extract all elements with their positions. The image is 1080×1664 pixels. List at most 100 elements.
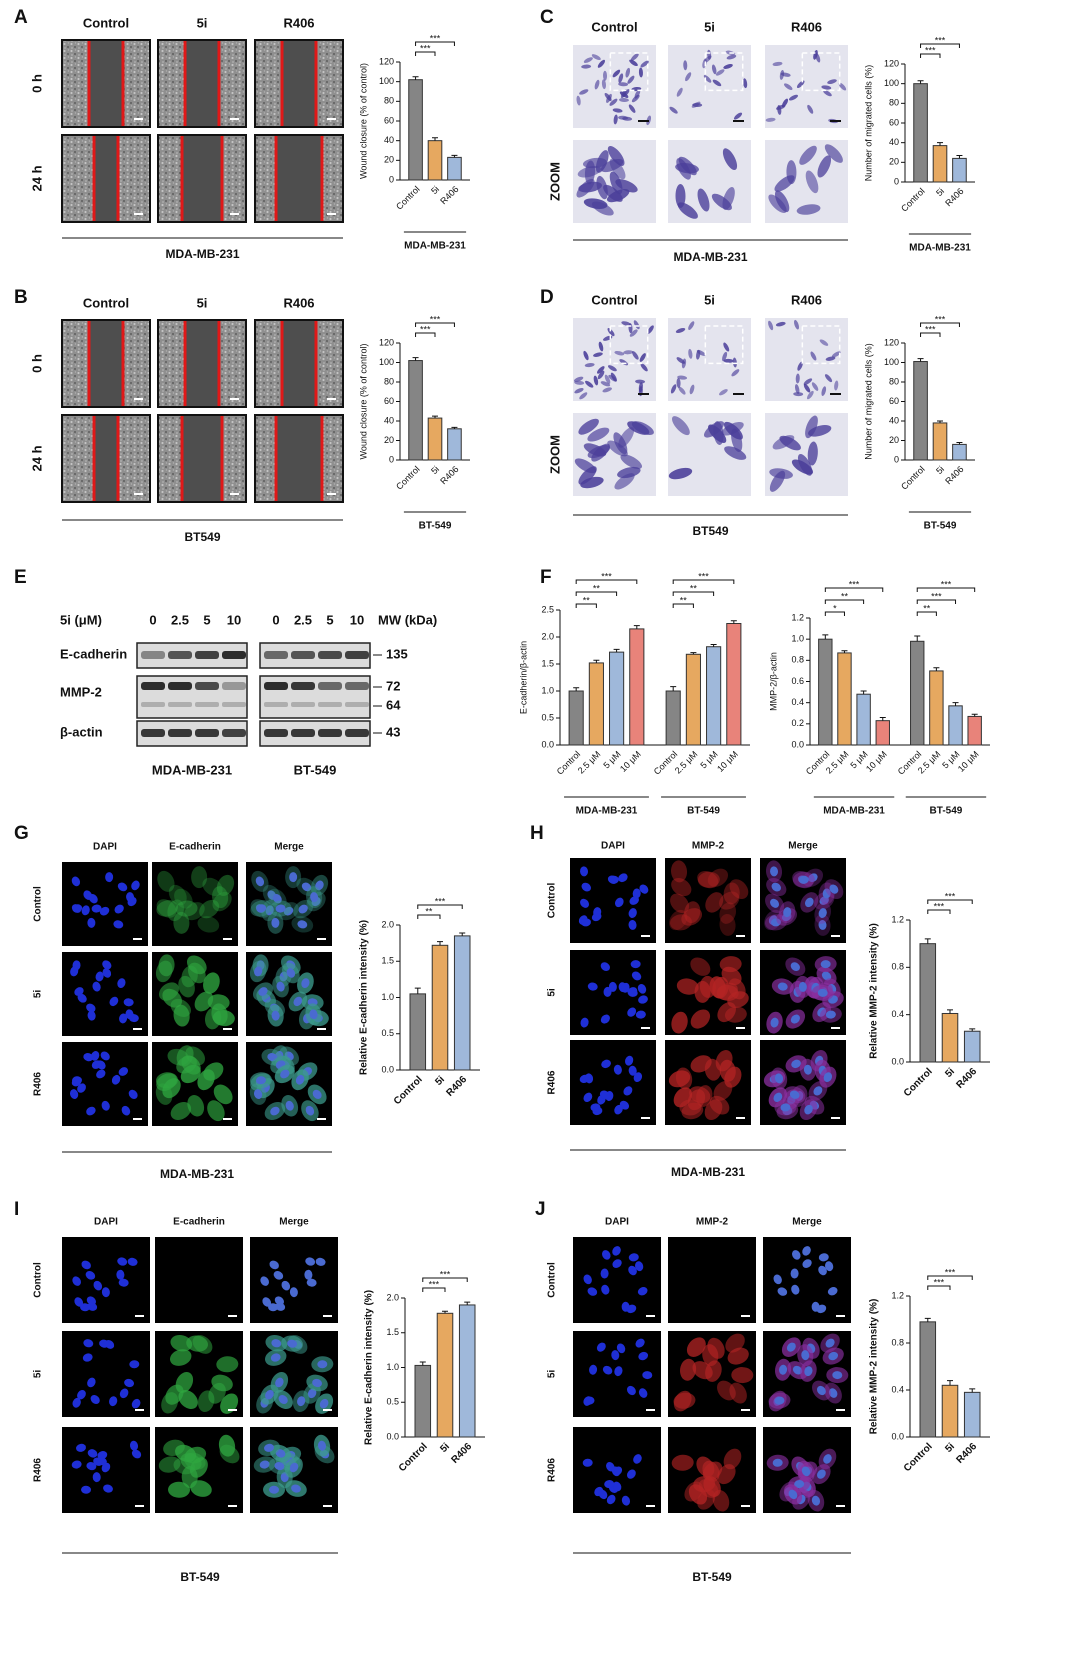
nucleus <box>109 1396 118 1407</box>
nucleus <box>86 1106 96 1116</box>
nucleus <box>581 882 591 892</box>
nucleus <box>624 1055 634 1066</box>
cytoplasm <box>173 1004 190 1027</box>
significance-bracket <box>920 53 941 58</box>
cytoplasm <box>729 879 749 899</box>
cell <box>795 373 800 384</box>
cell <box>614 473 635 490</box>
cytoplasm <box>167 899 184 922</box>
cytoplasm <box>170 1334 193 1352</box>
nucleus <box>118 1067 129 1076</box>
cell <box>629 59 638 67</box>
significance-bracket <box>417 904 463 909</box>
y-tick-label: 120 <box>379 337 394 347</box>
nucleus <box>780 1103 791 1112</box>
bar <box>568 690 584 746</box>
nucleus <box>825 1010 836 1019</box>
cell <box>603 184 623 202</box>
nucleus <box>770 866 779 877</box>
nucleus <box>83 1053 94 1062</box>
panel-letter: F <box>540 567 552 588</box>
panel-letter: I <box>14 1199 19 1220</box>
cell <box>594 79 600 90</box>
nucleus <box>118 1278 129 1287</box>
cytoplasm <box>707 868 729 887</box>
error-bar <box>451 426 458 429</box>
band <box>141 682 165 690</box>
bar <box>856 693 871 746</box>
nucleus <box>777 982 788 991</box>
nucleus <box>802 1246 811 1256</box>
cytoplasm <box>719 891 740 910</box>
nucleus <box>309 1009 318 1020</box>
cytoplasm <box>180 1064 201 1084</box>
nucleus <box>269 1260 279 1270</box>
row-label: R406 <box>33 1458 44 1482</box>
panel-letter: B <box>14 287 28 308</box>
nucleus <box>598 1489 608 1500</box>
y-tick-label: 100 <box>884 357 899 367</box>
nucleus <box>275 1449 286 1458</box>
cell <box>668 467 693 480</box>
cytoplasm <box>211 1374 233 1392</box>
nucleus <box>97 1457 107 1466</box>
wound-gap <box>185 40 219 127</box>
column-label: Control <box>83 295 129 310</box>
cell <box>803 383 811 393</box>
cell <box>783 83 793 90</box>
column-label: MMP-2 <box>696 1217 729 1228</box>
bar <box>726 623 742 746</box>
band <box>291 729 315 737</box>
cytoplasm <box>670 860 688 883</box>
nucleus <box>301 882 312 892</box>
cell <box>579 89 589 95</box>
nucleus <box>818 908 827 918</box>
error-bar <box>633 625 640 629</box>
cell <box>634 89 641 99</box>
nucleus <box>281 1280 291 1291</box>
nucleus <box>792 1365 803 1375</box>
nucleus <box>71 1460 82 1469</box>
nucleus <box>262 1297 272 1307</box>
y-tick-label: 0.0 <box>891 1056 904 1066</box>
cytoplasm <box>688 1484 708 1505</box>
y-tick-label: 40 <box>889 137 899 147</box>
nucleus <box>124 1378 134 1388</box>
cytoplasm <box>156 899 177 918</box>
y-axis-label: Relative MMP-2 intensity (%) <box>869 1299 880 1435</box>
cell <box>794 319 799 330</box>
bar <box>431 944 449 1071</box>
cytoplasm <box>212 886 229 909</box>
row-label: ZOOM <box>547 435 562 474</box>
cytoplasm <box>202 877 223 897</box>
cell <box>580 476 604 489</box>
band <box>345 682 369 690</box>
x-tick-label: Control <box>392 1074 425 1107</box>
cell <box>614 350 625 356</box>
significance-label: *** <box>698 571 709 581</box>
nucleus <box>254 966 263 977</box>
significance-label: *** <box>420 324 431 334</box>
zoom-region <box>801 52 841 92</box>
nucleus <box>587 1287 598 1296</box>
cell <box>635 379 646 384</box>
error-bar <box>412 357 419 361</box>
cell <box>670 384 677 394</box>
nucleus <box>86 1296 97 1306</box>
nucleus <box>790 1014 800 1024</box>
x-tick-label: Control <box>394 184 422 212</box>
nucleus <box>128 1089 138 1099</box>
cell <box>593 375 599 386</box>
cell-line-label: BT-549 <box>180 1570 220 1584</box>
cytoplasm <box>163 1439 185 1457</box>
cell <box>610 372 617 382</box>
nucleus <box>87 1302 98 1311</box>
error-bar <box>956 154 963 159</box>
wound-gap <box>94 135 118 222</box>
cell <box>600 381 611 387</box>
y-tick-label: 1.2 <box>891 1290 904 1300</box>
dose: 5 <box>326 612 333 627</box>
nucleus <box>783 907 792 918</box>
nucleus <box>823 1454 832 1464</box>
y-axis-label: Relative E-cadherin intensity (%) <box>364 1290 375 1445</box>
